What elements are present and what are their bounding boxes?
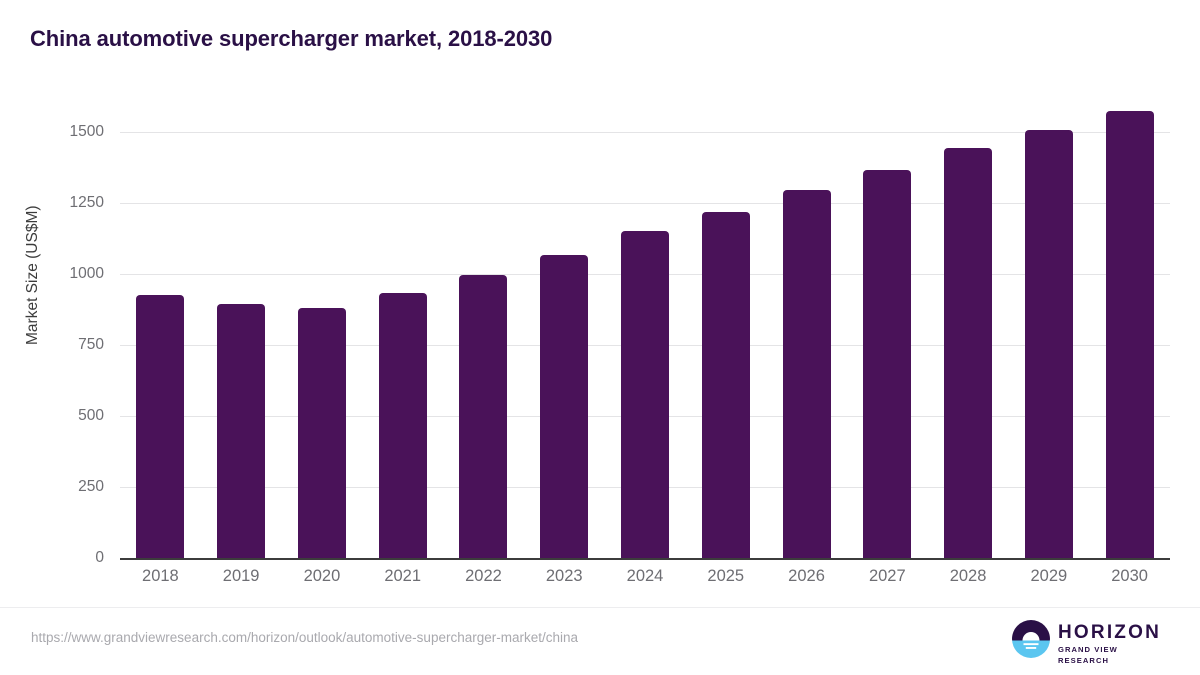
horizon-logo[interactable]: HORIZON GRAND VIEW RESEARCH xyxy=(1012,618,1162,665)
bar[interactable] xyxy=(863,169,912,558)
x-axis-tick-label: 2029 xyxy=(1030,567,1068,585)
bar[interactable] xyxy=(701,211,750,558)
page-title: China automotive supercharger market, 20… xyxy=(30,26,553,51)
x-axis-tick-label: 2030 xyxy=(1111,567,1148,585)
x-axis-tick-labels: 2018 2019 2020 2021 2022 2023 2024 2025 2026 2027… xyxy=(120,567,1170,597)
plot-area: 0 250 500 750 1000 1250 1500 xyxy=(70,110,1170,566)
bar[interactable] xyxy=(378,293,427,558)
source-url-link[interactable]: https://www.grandviewresearch.com/horizo… xyxy=(31,630,579,645)
x-axis-tick-label: 2021 xyxy=(384,567,422,585)
x-axis-tick-label: 2028 xyxy=(949,567,987,585)
y-axis-tick-label: 0 xyxy=(95,549,104,566)
bar[interactable] xyxy=(459,275,508,558)
x-axis-tick-label: 2027 xyxy=(868,567,906,585)
y-axis-title: Market Size (US$M) xyxy=(24,205,41,345)
bar[interactable] xyxy=(136,295,185,558)
horizon-logo-mark xyxy=(1012,620,1050,658)
bar[interactable] xyxy=(1024,129,1073,558)
x-axis-tick-label: 2024 xyxy=(626,567,664,585)
bar[interactable] xyxy=(621,231,669,558)
x-axis-tick-label: 2025 xyxy=(707,567,745,585)
x-axis-tick-label: 2022 xyxy=(465,567,502,585)
x-axis-tick-label: 2020 xyxy=(303,567,341,585)
horizon-logo-wordmark: HORIZON GRAND VIEW RESEARCH xyxy=(1058,623,1162,666)
logo-tagline: GRAND VIEW RESEARCH xyxy=(1058,645,1118,665)
bar[interactable] xyxy=(540,254,589,558)
gridline-0 xyxy=(120,558,1170,560)
bar[interactable] xyxy=(297,307,346,558)
x-axis-tick-label: 2018 xyxy=(142,567,179,585)
x-axis-tick-label: 2023 xyxy=(545,567,583,585)
gridline-1500 xyxy=(120,132,1170,133)
gridline-1250 xyxy=(120,203,1170,204)
x-axis-tick-label: 2019 xyxy=(222,567,260,585)
footer-divider xyxy=(0,607,1200,608)
bar[interactable] xyxy=(782,190,831,558)
bar[interactable] xyxy=(944,147,993,558)
y-axis-tick-label: 1250 xyxy=(69,194,104,211)
bar[interactable] xyxy=(217,303,266,558)
bar[interactable] xyxy=(1105,110,1154,558)
y-axis-tick-label: 750 xyxy=(78,336,104,353)
y-axis-tick-label: 500 xyxy=(78,407,104,424)
y-axis-tick-label: 1500 xyxy=(69,123,104,140)
y-axis-tick-label: 250 xyxy=(78,478,104,495)
logo-name: HORIZON xyxy=(1058,622,1162,643)
y-axis-tick-label: 1000 xyxy=(69,265,104,282)
bar-series xyxy=(120,110,1170,558)
x-axis-tick-label: 2026 xyxy=(788,567,825,585)
